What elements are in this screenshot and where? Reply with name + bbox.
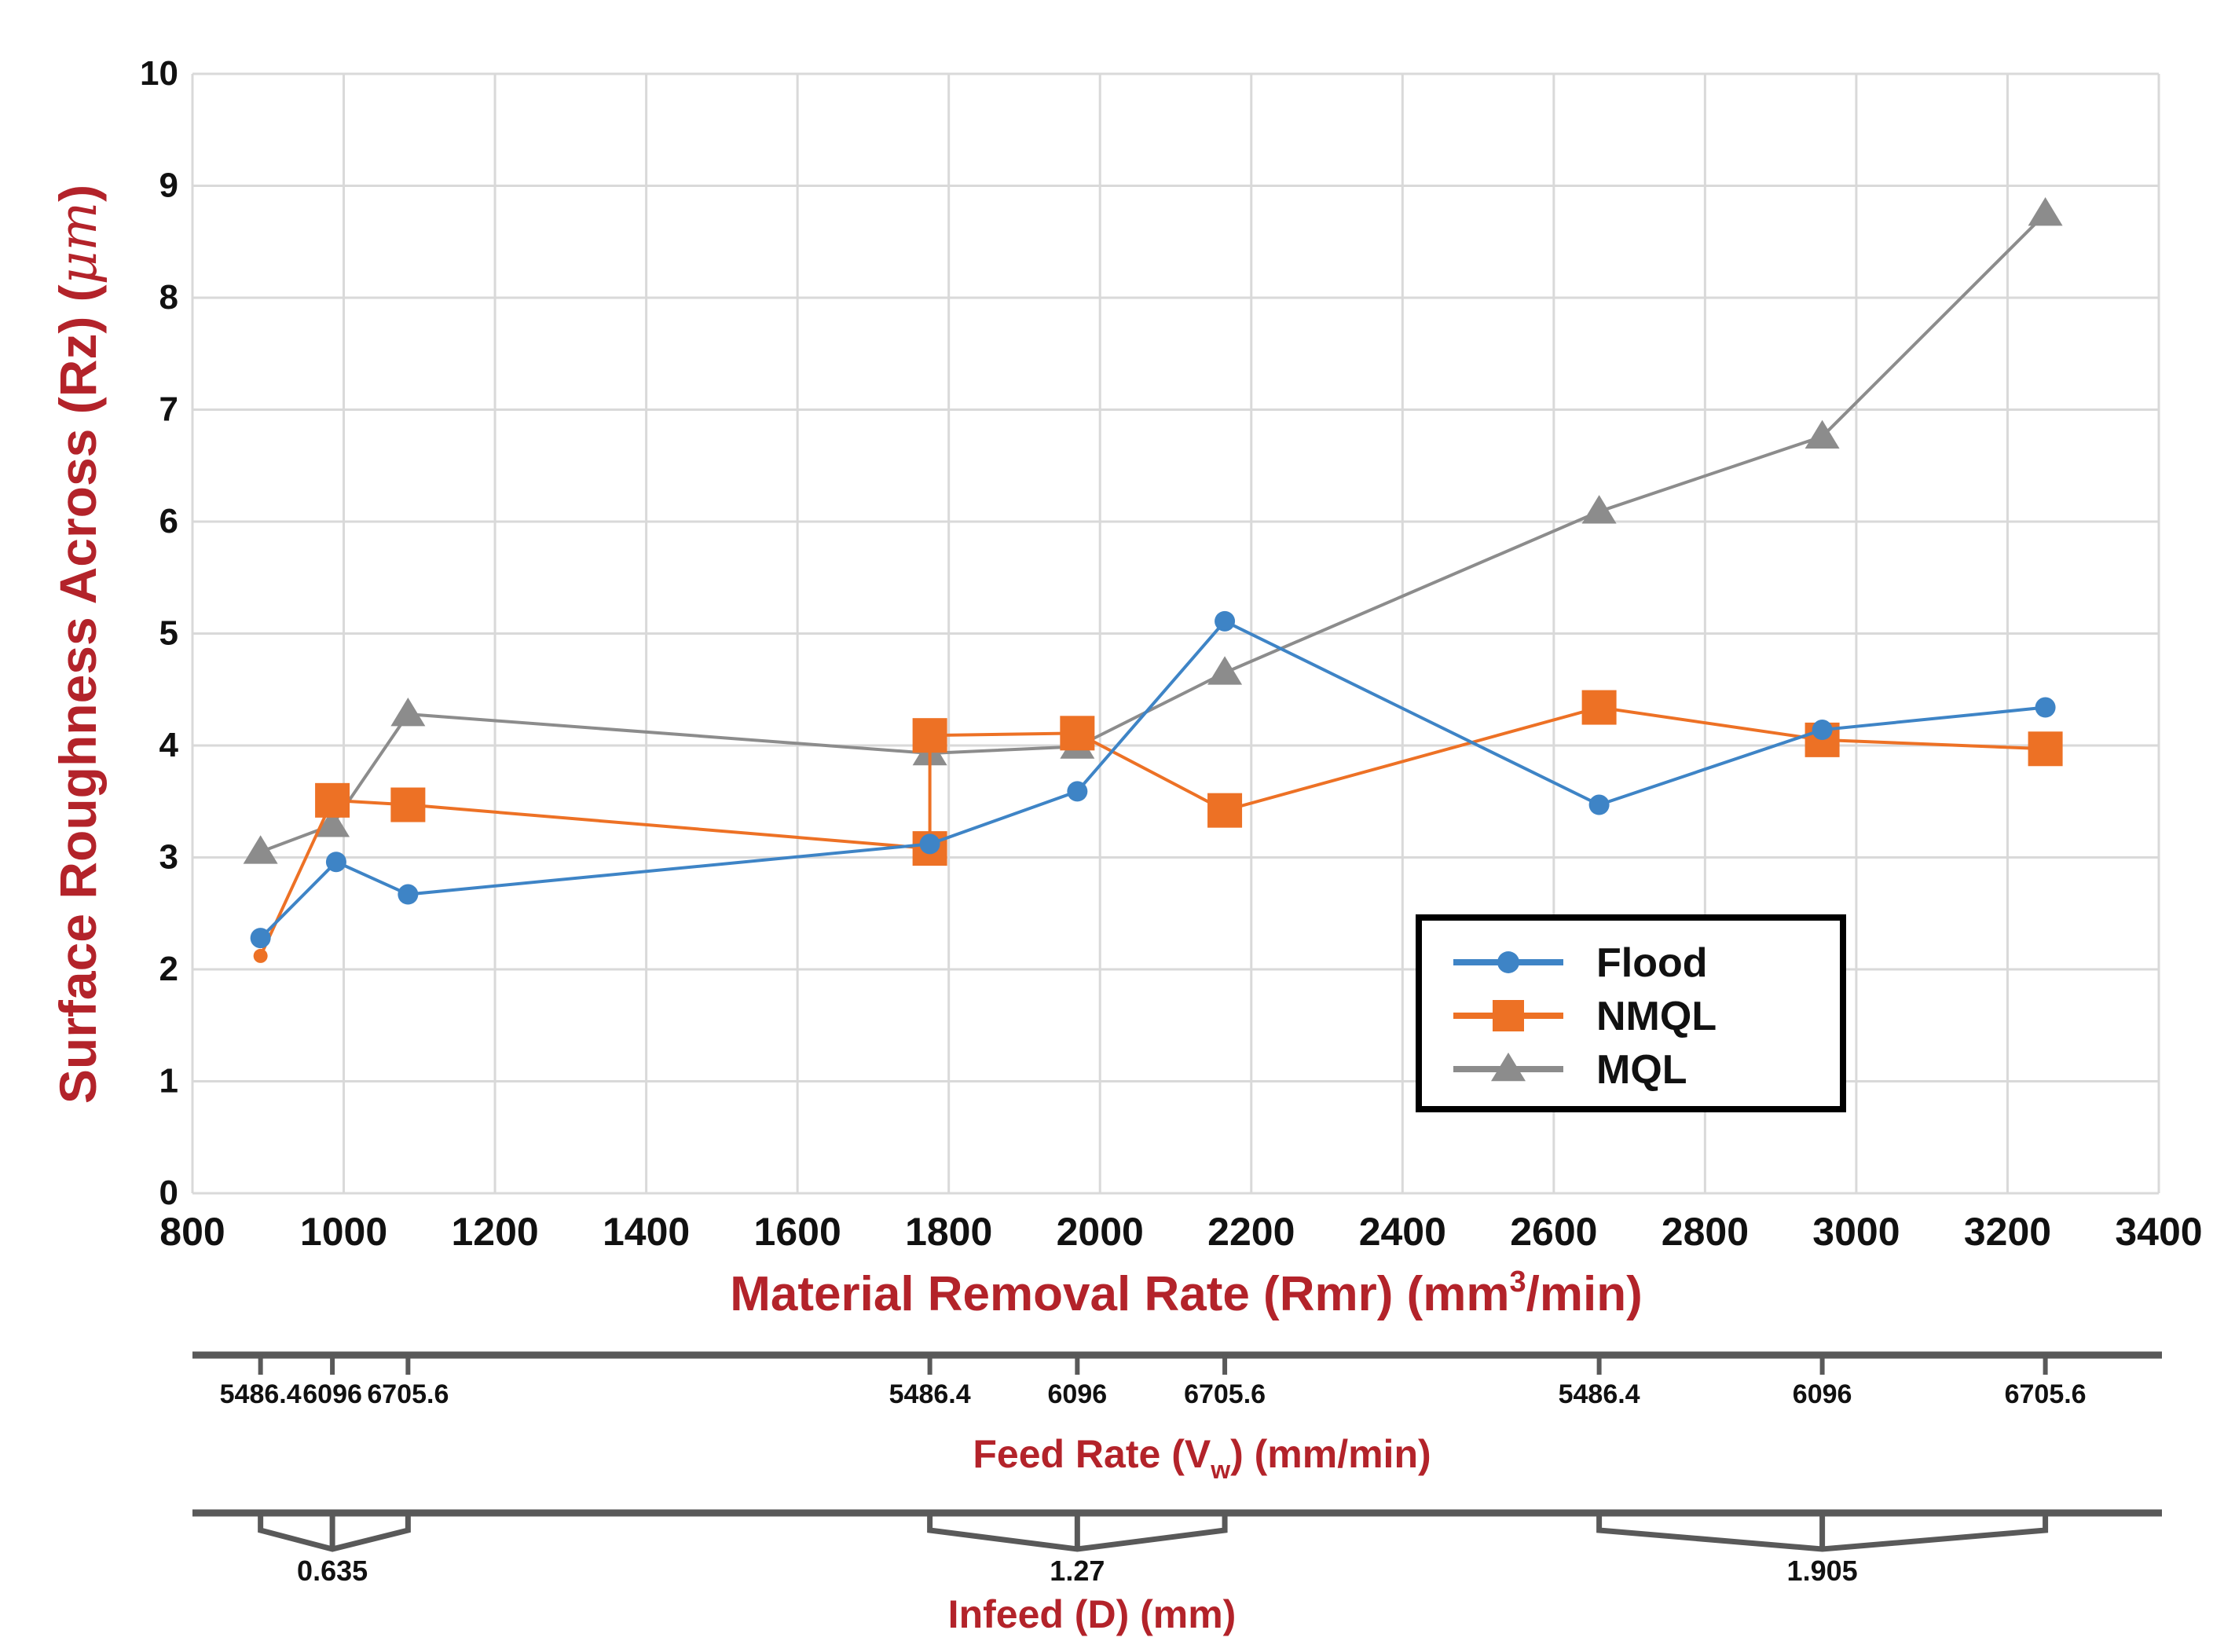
data-point <box>1060 716 1095 751</box>
legend-label: MQL <box>1596 1047 1687 1093</box>
data-point <box>2028 197 2063 226</box>
y-tick-label: 10 <box>140 54 178 93</box>
data-point <box>1581 495 1617 524</box>
x-tick-label: 1000 <box>300 1210 387 1254</box>
y-tick-label: 8 <box>159 278 178 317</box>
legend-label: NMQL <box>1596 994 1717 1039</box>
data-point <box>1804 419 1840 449</box>
feed-rate-tick-label: 6705.6 <box>2005 1379 2087 1409</box>
legend-label: Flood <box>1596 940 1708 986</box>
x-tick-label: 1200 <box>451 1210 538 1254</box>
infeed-group-label: 0.635 <box>297 1555 368 1587</box>
x-axis-title-superscript: 3 <box>1510 1266 1526 1299</box>
legend-marker <box>1497 951 1519 973</box>
legend-entries: Flood NMQL MQL <box>1453 940 1717 1093</box>
feed-rate-title-tail: ) (mm/min) <box>1230 1432 1431 1476</box>
x-tick-label: 2000 <box>1057 1210 1144 1254</box>
x-tick-label: 3000 <box>1812 1210 1900 1254</box>
legend-entry-flood: Flood <box>1453 940 1708 986</box>
y-tick-label: 7 <box>159 390 178 429</box>
x-tick-label: 3200 <box>1964 1210 2051 1254</box>
feed-rate-tick-label: 6705.6 <box>367 1379 449 1409</box>
y-tick-label: 5 <box>159 614 178 653</box>
infeed-group-label: 1.905 <box>1787 1555 1858 1587</box>
feed-rate-tick-label: 5486.4 <box>889 1379 971 1409</box>
legend-marker <box>1493 1000 1524 1031</box>
data-point <box>243 835 278 864</box>
x-tick-label: 2200 <box>1207 1210 1295 1254</box>
infeed-axis: 0.635 1.27 1.905 <box>192 1509 2162 1587</box>
infeed-group-label: 1.27 <box>1050 1555 1105 1587</box>
data-point <box>919 833 940 855</box>
data-point <box>1812 720 1833 741</box>
legend: Flood NMQL MQL <box>1416 914 1846 1112</box>
x-axis-title-text: Material Removal Rate (Rmr) (mm <box>730 1267 1509 1321</box>
data-point <box>1215 610 1236 632</box>
legend-marker <box>1491 1052 1526 1082</box>
feed-rate-title-subscript: w <box>1210 1456 1230 1484</box>
data-point <box>315 782 350 818</box>
data-point <box>253 948 268 963</box>
data-point <box>390 787 426 822</box>
y-axis-title-text: Surface Roughness Across (Rz) ( <box>49 284 107 1104</box>
feed-rate-axis: 5486.4 6096 6705.6 5486.4 6096 6705.6 5486.4 60… <box>192 1351 2162 1409</box>
x-axis-title-tail: /min) <box>1526 1267 1643 1321</box>
feed-rate-tick-label: 5486.4 <box>1559 1379 1640 1409</box>
series-line-nmql <box>258 705 2046 957</box>
data-point <box>2028 731 2063 767</box>
y-tick-label: 0 <box>159 1174 178 1212</box>
feed-rate-axis-title: Feed Rate (Vw) (mm/min) <box>973 1432 1431 1484</box>
feed-rate-tick-label: 5486.4 <box>220 1379 302 1409</box>
x-tick-label: 3400 <box>2115 1210 2202 1254</box>
data-point <box>912 718 947 753</box>
x-tick-label: 2400 <box>1359 1210 1446 1254</box>
feed-rate-tick-label: 6096 <box>1793 1379 1852 1409</box>
x-tick-label: 2800 <box>1662 1210 1749 1254</box>
data-point <box>398 884 419 905</box>
series <box>243 197 2063 963</box>
legend-entry-mql: MQL <box>1453 1047 1687 1093</box>
y-tick-label: 9 <box>159 167 178 205</box>
x-axis-ticks: 800 1000 1200 1400 1600 1800 2000 2200 2400 2600 2… <box>159 1210 2202 1254</box>
data-point <box>2035 697 2056 718</box>
data-point <box>325 852 346 873</box>
feed-rate-tick-label: 6096 <box>1048 1379 1108 1409</box>
x-tick-label: 1600 <box>754 1210 841 1254</box>
data-point <box>1207 793 1243 828</box>
feed-rate-title-text: Feed Rate (V <box>973 1432 1211 1476</box>
y-axis-title: Surface Roughness Across (Rz) (μm) <box>48 185 108 1104</box>
x-tick-label: 1800 <box>905 1210 992 1254</box>
data-point <box>1067 781 1088 802</box>
data-point <box>1588 794 1610 815</box>
data-point <box>390 698 426 727</box>
data-point <box>1207 656 1243 685</box>
x-axis-title: Material Removal Rate (Rmr) (mm3/min) <box>730 1266 1643 1321</box>
x-tick-label: 1400 <box>603 1210 690 1254</box>
y-axis-ticks: 0 1 2 3 4 5 6 7 8 9 10 <box>140 54 178 1212</box>
y-axis-title-unit: μm <box>48 202 108 284</box>
x-tick-label: 800 <box>159 1210 225 1254</box>
data-point <box>315 808 350 837</box>
x-tick-label: 2600 <box>1510 1210 1597 1254</box>
feed-rate-tick-label: 6096 <box>302 1379 362 1409</box>
series-flood <box>250 610 2056 949</box>
feed-rate-tick-label: 6705.6 <box>1184 1379 1266 1409</box>
data-point <box>1581 690 1617 725</box>
infeed-axis-title: Infeed (D) (mm) <box>948 1592 1237 1636</box>
y-tick-label: 3 <box>159 838 178 877</box>
y-tick-label: 6 <box>159 502 178 540</box>
legend-entry-nmql: NMQL <box>1453 994 1717 1039</box>
y-tick-label: 2 <box>159 950 178 988</box>
data-point <box>250 928 271 949</box>
y-tick-label: 4 <box>159 726 179 764</box>
y-tick-label: 1 <box>159 1062 178 1101</box>
y-axis-title-close: ) <box>49 185 107 202</box>
